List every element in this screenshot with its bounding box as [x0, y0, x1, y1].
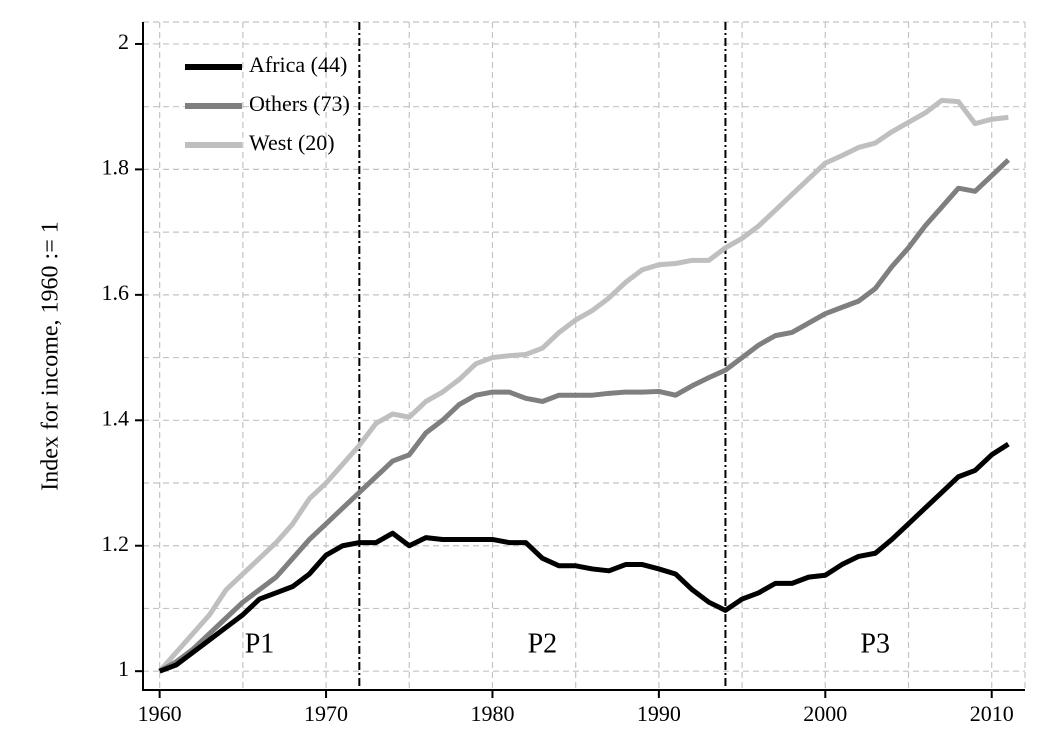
y-tick-label: 2: [118, 29, 129, 54]
y-tick-label: 1.4: [102, 405, 130, 430]
x-tick-label: 2000: [803, 701, 847, 726]
period-label: P3: [860, 628, 890, 659]
y-tick-label: 1.6: [102, 280, 130, 305]
legend-label: West (20): [249, 130, 335, 155]
x-tick-label: 1960: [138, 701, 182, 726]
x-tick-label: 2010: [970, 701, 1014, 726]
y-tick-label: 1.8: [102, 154, 130, 179]
legend-label: Others (73): [249, 91, 350, 116]
x-tick-label: 1980: [470, 701, 514, 726]
y-tick-label: 1: [118, 656, 129, 681]
period-label: P2: [528, 628, 558, 659]
legend-label: Africa (44): [249, 52, 347, 77]
data-line: [158, 442, 1010, 674]
y-tick-label: 1.2: [102, 531, 130, 556]
x-tick-label: 1970: [304, 701, 348, 726]
period-label: P1: [245, 628, 275, 659]
data-line: [158, 158, 1011, 674]
y-axis-label: Index for income, 1960 := 1: [38, 221, 64, 490]
data-line: [157, 97, 1009, 673]
x-tick-label: 1990: [637, 701, 681, 726]
